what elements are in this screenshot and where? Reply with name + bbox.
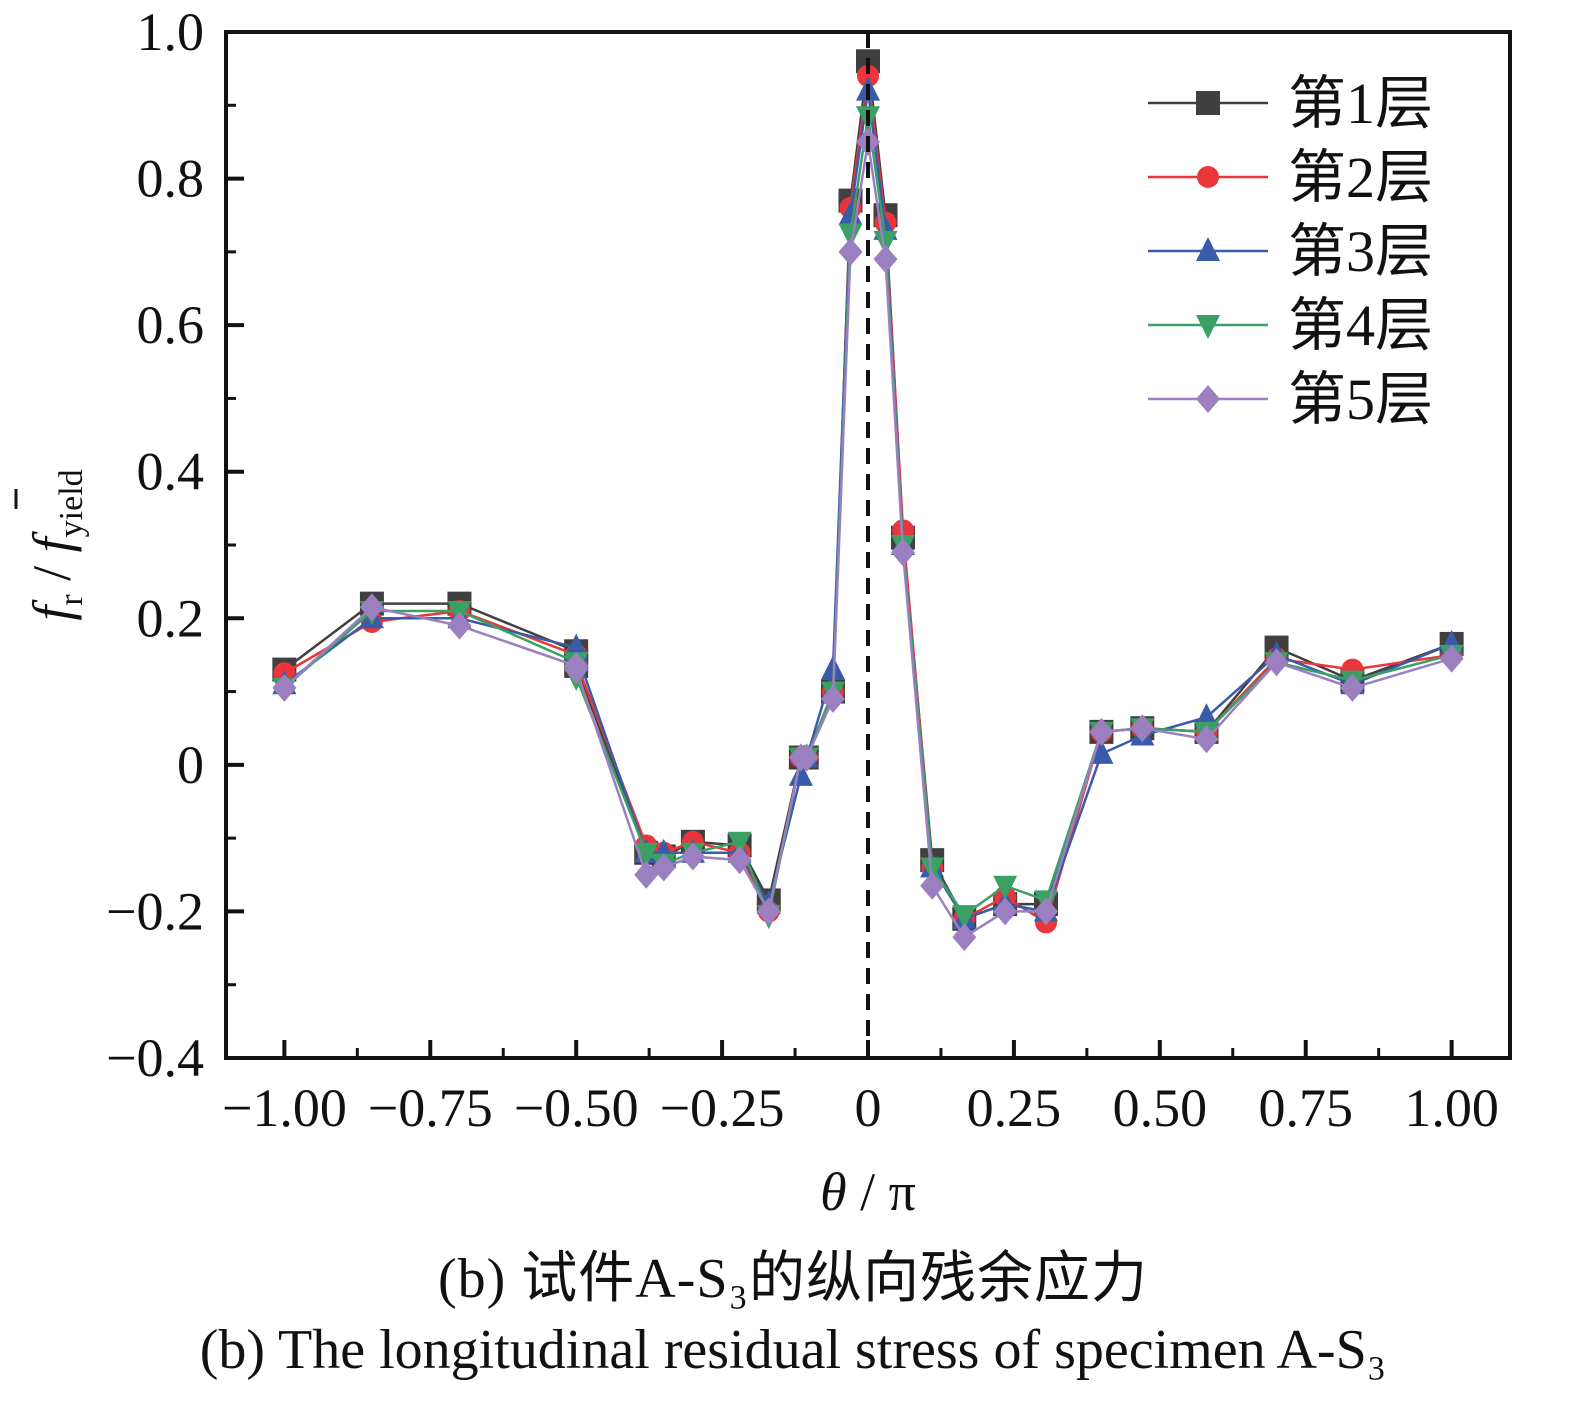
legend-item: 第2层 [1148, 145, 1433, 210]
data-point [857, 64, 879, 87]
y-tick-label: −0.2 [106, 881, 204, 941]
data-point [920, 857, 945, 882]
x-tick-label: 0 [855, 1078, 882, 1138]
data-point [727, 831, 752, 856]
legend-label: 第3层 [1288, 219, 1433, 284]
x-tick-label: −0.50 [514, 1078, 639, 1138]
x-tick-label: 0.25 [967, 1078, 1062, 1138]
legend-item: 第5层 [1148, 367, 1433, 432]
data-point [272, 673, 297, 702]
legend-marker [1196, 91, 1220, 115]
data-point [1264, 648, 1289, 677]
series-5 [272, 127, 1464, 952]
data-point [1089, 739, 1114, 764]
legend-item: 第3层 [1148, 219, 1433, 284]
data-point [838, 237, 863, 266]
data-point [564, 655, 589, 684]
y-tick-label: 0.6 [137, 295, 205, 355]
y-tick-label: 0.2 [137, 588, 205, 648]
data-point [1130, 714, 1155, 743]
legend-item: 第1层 [1148, 71, 1433, 136]
x-axis-title: θ / π [820, 1162, 916, 1222]
data-point [993, 897, 1018, 926]
data-point [1439, 644, 1464, 673]
y-axis-title: fr / fyield [14, 469, 90, 621]
data-point [680, 842, 705, 871]
data-point [952, 905, 977, 930]
data-point [891, 538, 916, 567]
data-point [1194, 725, 1219, 754]
y-tick-label: 1.0 [137, 2, 205, 62]
data-point [1089, 717, 1114, 746]
data-point [993, 875, 1018, 900]
caption-chinese: (b) 试件A-S₃的纵向残余应力 [437, 1248, 1149, 1310]
legend-marker [1197, 166, 1219, 188]
data-point [820, 684, 845, 713]
axes: −1.00 −0.75 −0.50 −0.25 0 0.25 0.50 0.75 1.00−0.… [106, 2, 1512, 1138]
svg-text:fr / fyield: fr / fyield [22, 469, 90, 620]
data-point [1340, 673, 1365, 702]
data-point [756, 897, 781, 926]
x-tick-label: −1.00 [222, 1078, 347, 1138]
y-tick-label: −0.4 [106, 1028, 204, 1088]
data-point [1034, 897, 1059, 926]
data-point [920, 871, 945, 900]
data-point [727, 846, 752, 875]
legend-marker [1196, 237, 1220, 261]
x-tick-label: −0.25 [660, 1078, 785, 1138]
data-point [873, 245, 898, 274]
data-point [794, 743, 819, 772]
data-point [788, 761, 813, 786]
x-tick-label: 0.75 [1258, 1078, 1353, 1138]
legend-marker [1196, 315, 1220, 339]
data-point [873, 230, 898, 255]
svg-text:θ / π: θ / π [820, 1162, 916, 1222]
plot-area [272, 32, 1464, 1058]
data-point [838, 223, 863, 248]
chart: −1.00 −0.75 −0.50 −0.25 0 0.25 0.50 0.75 1.00−0.… [14, 2, 1512, 1222]
legend-label: 第1层 [1288, 71, 1433, 136]
data-point [651, 853, 676, 882]
x-tick-label: 1.00 [1404, 1078, 1499, 1138]
data-point [634, 842, 659, 867]
data-point [952, 923, 977, 952]
legend-label: 第4层 [1288, 293, 1433, 358]
legend-label: 第5层 [1288, 367, 1433, 432]
data-point [447, 611, 472, 640]
legend-marker [1196, 385, 1220, 413]
legend-label: 第2层 [1288, 145, 1433, 210]
x-tick-label: −0.75 [368, 1078, 493, 1138]
x-tick-label: 0.50 [1113, 1078, 1208, 1138]
caption-english: (b) The longitudinal residual stress of … [199, 1319, 1387, 1381]
y-tick-label: 0 [177, 735, 204, 795]
y-tick-label: 0.4 [137, 442, 205, 502]
y-tick-label: 0.8 [137, 149, 205, 209]
legend-item: 第4层 [1148, 293, 1433, 358]
data-point [359, 593, 384, 622]
data-point [1194, 703, 1219, 728]
